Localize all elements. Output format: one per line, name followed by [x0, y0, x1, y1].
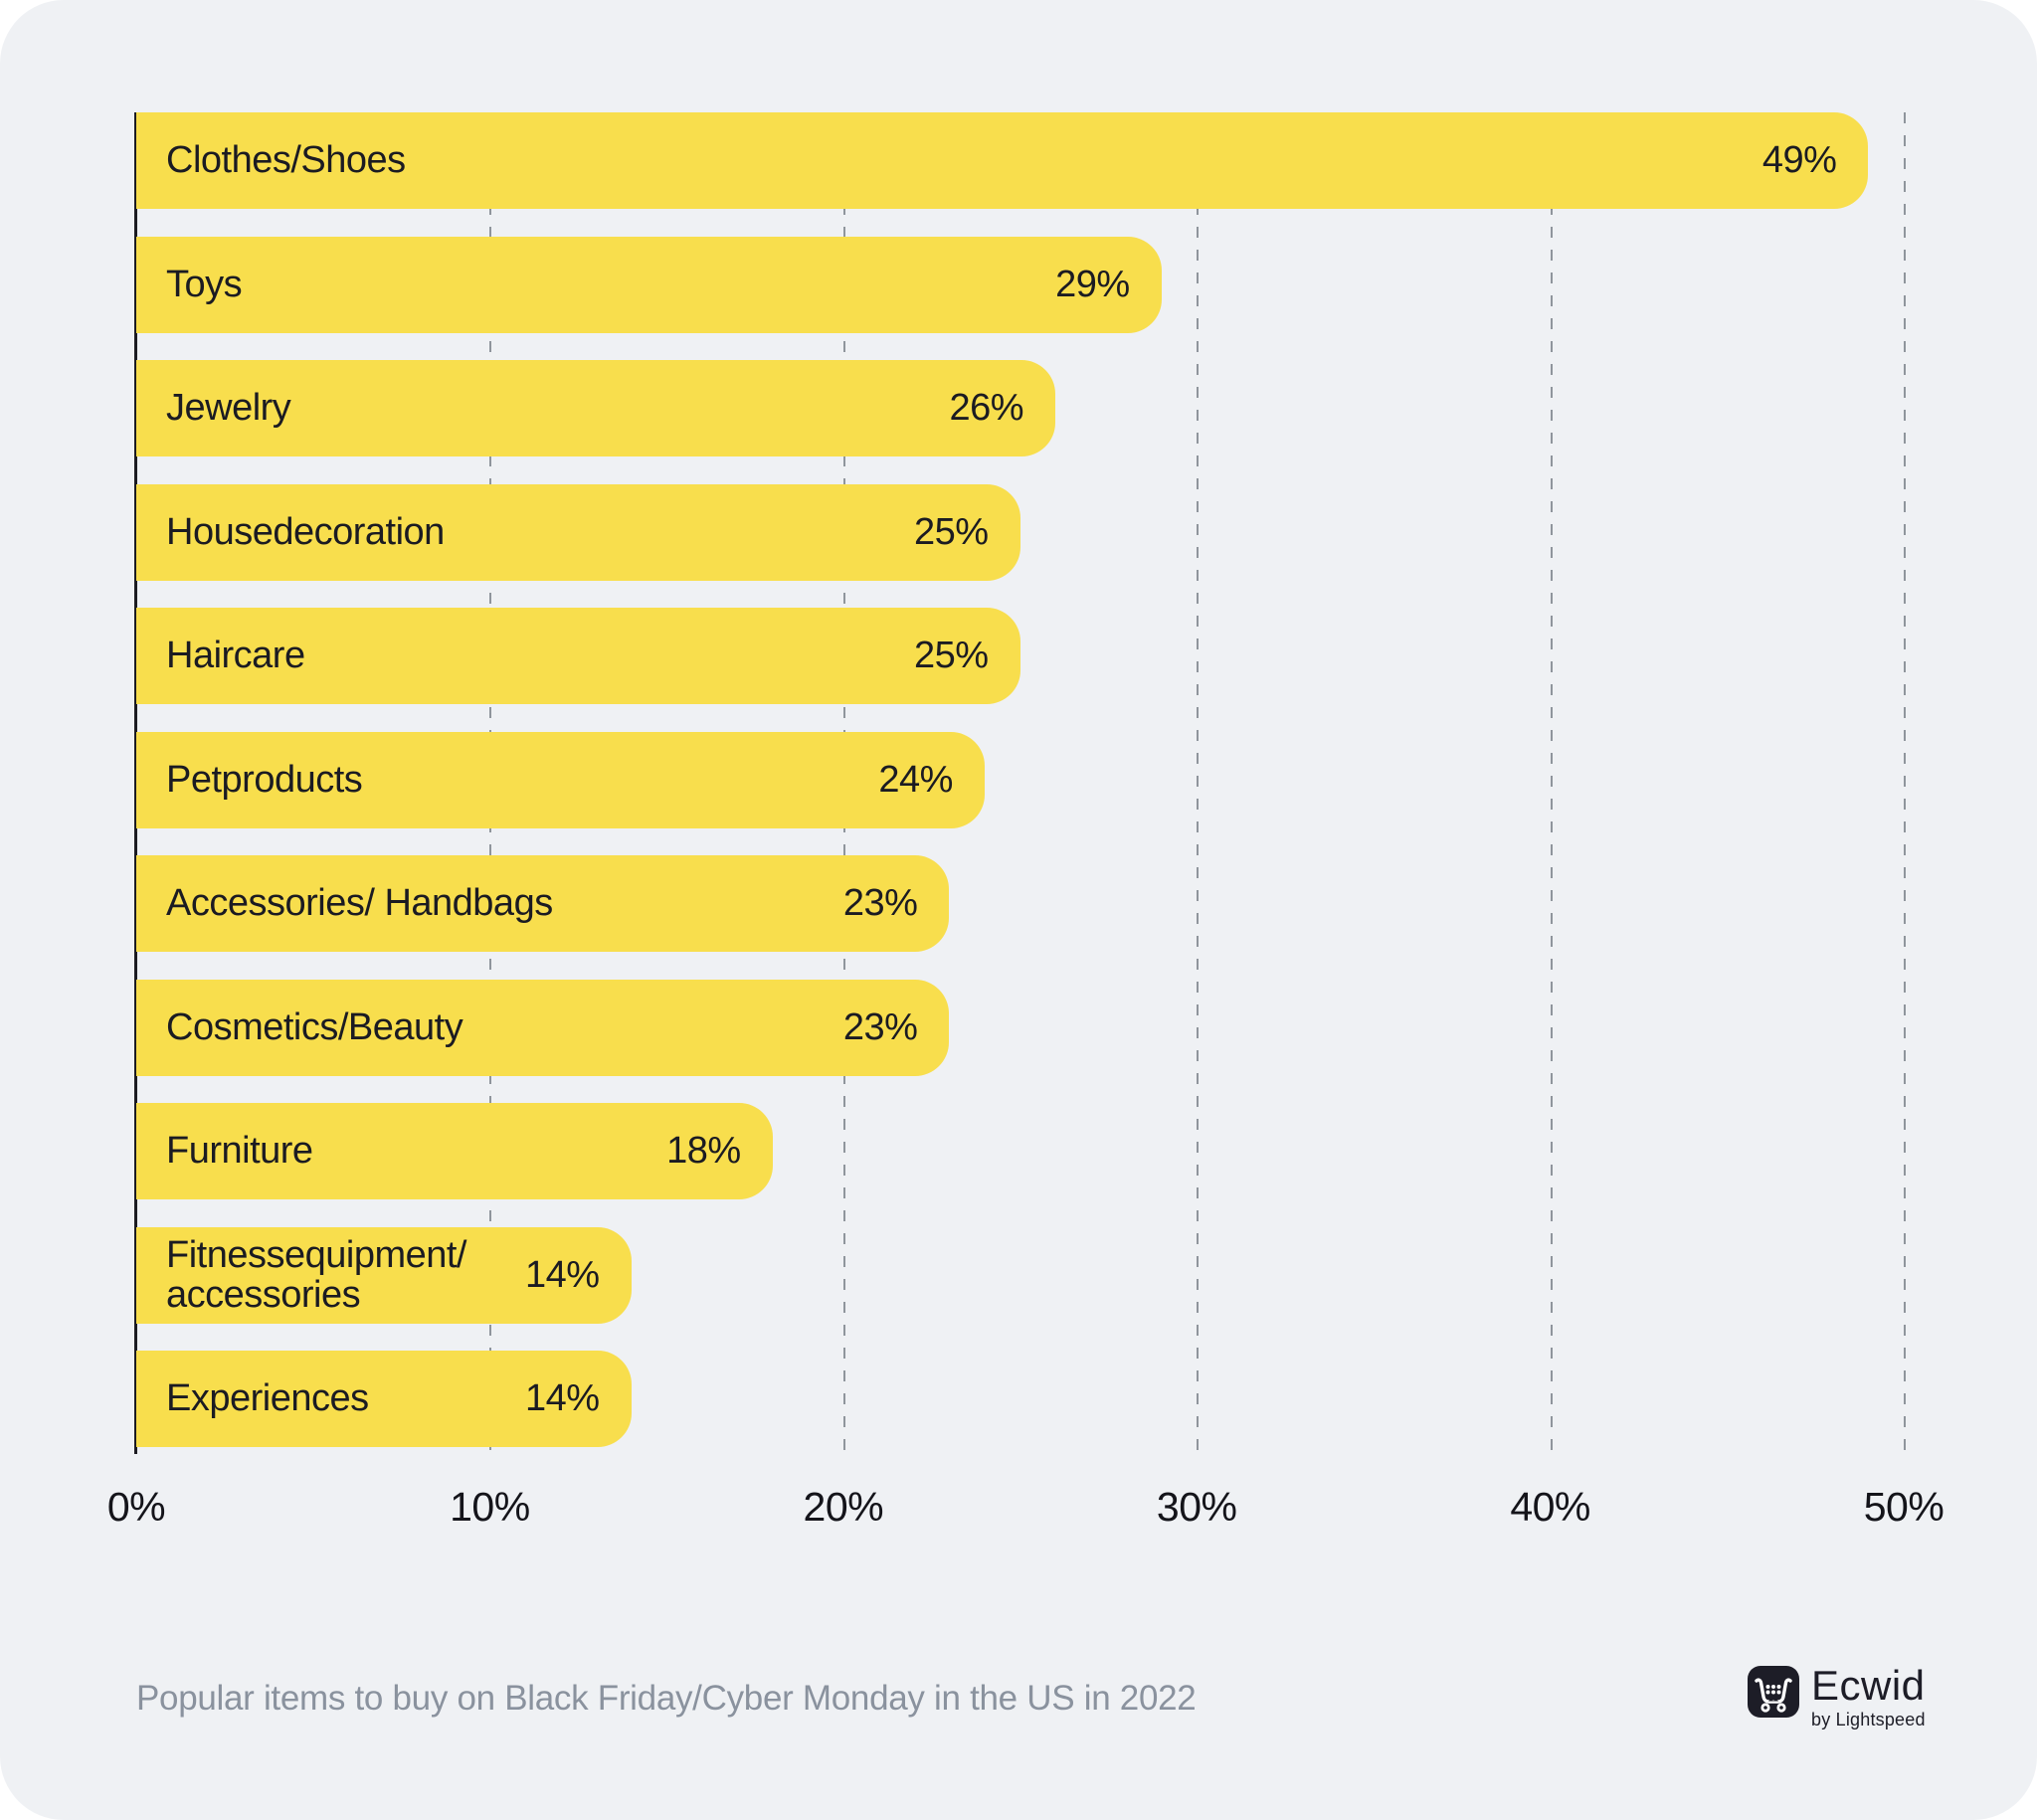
- bar-petproducts: Petproducts 24%: [136, 731, 985, 828]
- logo-text: Ecwid by Lightspeed: [1811, 1665, 1926, 1729]
- bar-toys: Toys 29%: [136, 236, 1162, 333]
- bar-category-label: Cosmetics/Beauty: [166, 1005, 463, 1048]
- bar-value-label: 18%: [666, 1130, 741, 1172]
- bar-value-label: 29%: [1055, 263, 1130, 305]
- bar-category-label: Toys: [166, 263, 243, 305]
- x-axis-tick-label-20%: 20%: [803, 1484, 884, 1530]
- bar-haircare: Haircare 25%: [136, 608, 1020, 704]
- gridline-30%: [1197, 112, 1200, 1454]
- bar-category-label: Experiences: [166, 1377, 369, 1420]
- bar-value-label: 14%: [524, 1377, 600, 1419]
- bar-value-label: 24%: [878, 758, 953, 801]
- x-axis-tick-label-40%: 40%: [1510, 1484, 1590, 1530]
- bar-value-label: 49%: [1761, 139, 1837, 181]
- gridline-40%: [1550, 112, 1553, 1454]
- bar-cosmetics-beauty: Cosmetics/Beauty 23%: [136, 979, 950, 1076]
- bar-category-label: Jewelry: [166, 387, 291, 430]
- bar-category-label: Haircare: [166, 635, 305, 677]
- cart-icon: [1747, 1665, 1800, 1724]
- bar-jewelry: Jewelry 26%: [136, 360, 1056, 456]
- bar-value-label: 25%: [913, 510, 989, 553]
- x-axis-tick-label-0%: 0%: [106, 1484, 166, 1530]
- chart-caption: Popular items to buy on Black Friday/Cyb…: [136, 1679, 1197, 1718]
- bar-housedecoration: Housedecoration 25%: [136, 483, 1020, 581]
- x-axis-tick-label-50%: 50%: [1863, 1484, 1944, 1530]
- bar-value-label: 14%: [524, 1253, 600, 1296]
- bar-clothes-shoes: Clothes/Shoes 49%: [136, 112, 1869, 209]
- bar-category-label: Fitnessequipment/ accessories: [166, 1233, 467, 1316]
- bar-value-label: 26%: [949, 387, 1024, 429]
- x-axis-tick-label-10%: 10%: [450, 1484, 530, 1530]
- bar-value-label: 23%: [842, 882, 918, 924]
- bar-fitnessequipment-accessories: Fitnessequipment/ accessories 14%: [136, 1226, 632, 1324]
- ecwid-logo: Ecwid by Lightspeed: [1747, 1665, 1926, 1729]
- bar-accessories-handbags: Accessories/ Handbags 23%: [136, 855, 950, 952]
- bar-category-label: Clothes/Shoes: [166, 139, 406, 182]
- bar-category-label: Housedecoration: [166, 510, 445, 553]
- bar-value-label: 23%: [842, 1005, 918, 1048]
- bar-experiences: Experiences 14%: [136, 1351, 632, 1447]
- bar-furniture: Furniture 18%: [136, 1103, 773, 1199]
- logo-brand-subtitle: by Lightspeed: [1811, 1710, 1926, 1729]
- logo-brand-name: Ecwid: [1811, 1662, 1926, 1709]
- bar-category-label: Furniture: [166, 1130, 313, 1173]
- bar-category-label: Petproducts: [166, 758, 363, 801]
- x-axis-tick-label-30%: 30%: [1156, 1484, 1237, 1530]
- y-axis-line: [134, 112, 137, 1454]
- gridline-50%: [1904, 112, 1906, 1454]
- bar-category-label: Accessories/ Handbags: [166, 882, 553, 925]
- bar-value-label: 25%: [913, 635, 989, 676]
